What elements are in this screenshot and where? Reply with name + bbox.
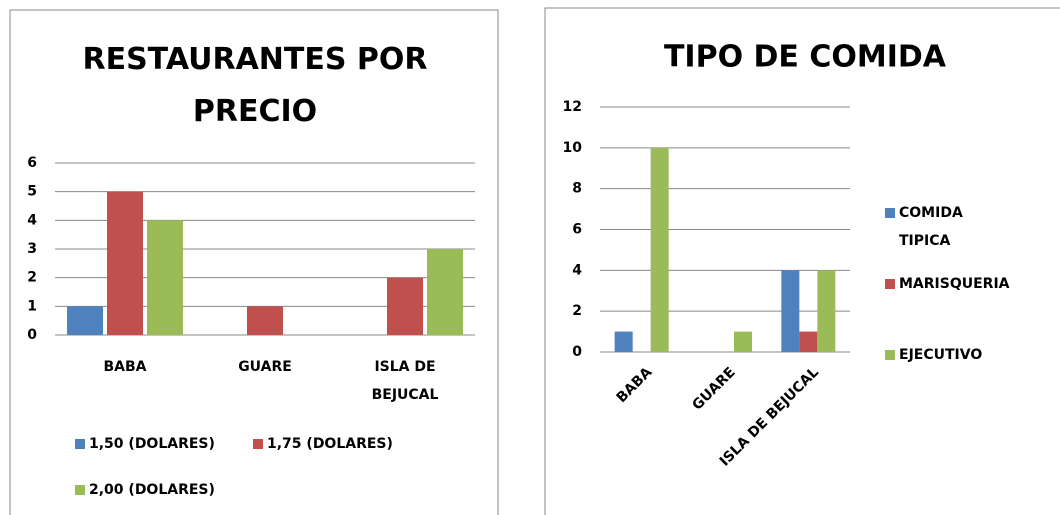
y-tick-label: 10 <box>563 140 583 156</box>
y-tick-label: 0 <box>572 344 582 360</box>
bar <box>817 270 836 352</box>
bar <box>734 331 752 352</box>
y-tick-label: 2 <box>27 270 37 286</box>
chart-title: RESTAURANTES POR PRECIO <box>82 42 427 129</box>
legend-label: 1,75 (DOLARES) <box>267 436 393 452</box>
chart-frame <box>9 9 499 515</box>
chart-frame <box>544 7 1060 515</box>
legend-swatch <box>885 350 895 360</box>
legend-swatch <box>885 279 895 289</box>
legend-swatch <box>75 439 85 449</box>
y-tick-label: 3 <box>27 241 37 257</box>
legend-swatch <box>885 208 895 218</box>
chart-title: TIPO DE COMIDA <box>664 40 947 75</box>
legend-label: 1,50 (DOLARES) <box>89 436 215 452</box>
legend-label: COMIDA TIPICA <box>899 205 963 249</box>
y-tick-label: 0 <box>27 327 37 343</box>
x-tick-label: GUARE <box>238 359 292 375</box>
bar <box>799 331 818 352</box>
bar <box>650 147 669 352</box>
x-tick-label: BABA <box>103 359 146 375</box>
legend-label: MARISQUERIA <box>899 276 1010 292</box>
y-tick-label: 6 <box>572 222 582 238</box>
legend-swatch <box>253 439 263 449</box>
y-tick-label: 5 <box>27 184 37 200</box>
x-tick-label: ISLA DE BEJUCAL <box>372 359 439 403</box>
bar <box>107 191 143 335</box>
legend-label: EJECUTIVO <box>899 347 982 363</box>
bar <box>247 306 283 335</box>
bar <box>147 220 183 335</box>
bar <box>387 277 423 335</box>
y-tick-label: 8 <box>572 181 582 197</box>
y-tick-label: 4 <box>572 262 582 278</box>
legend-label: 2,00 (DOLARES) <box>89 482 215 498</box>
legend-swatch <box>75 485 85 495</box>
y-tick-label: 4 <box>27 212 37 228</box>
bar <box>67 306 103 335</box>
y-tick-label: 2 <box>572 303 582 319</box>
y-tick-label: 1 <box>27 298 37 314</box>
bar <box>427 249 463 335</box>
bar <box>614 331 633 352</box>
y-tick-label: 12 <box>563 99 582 115</box>
y-tick-label: 6 <box>27 155 37 171</box>
bar <box>781 270 800 352</box>
